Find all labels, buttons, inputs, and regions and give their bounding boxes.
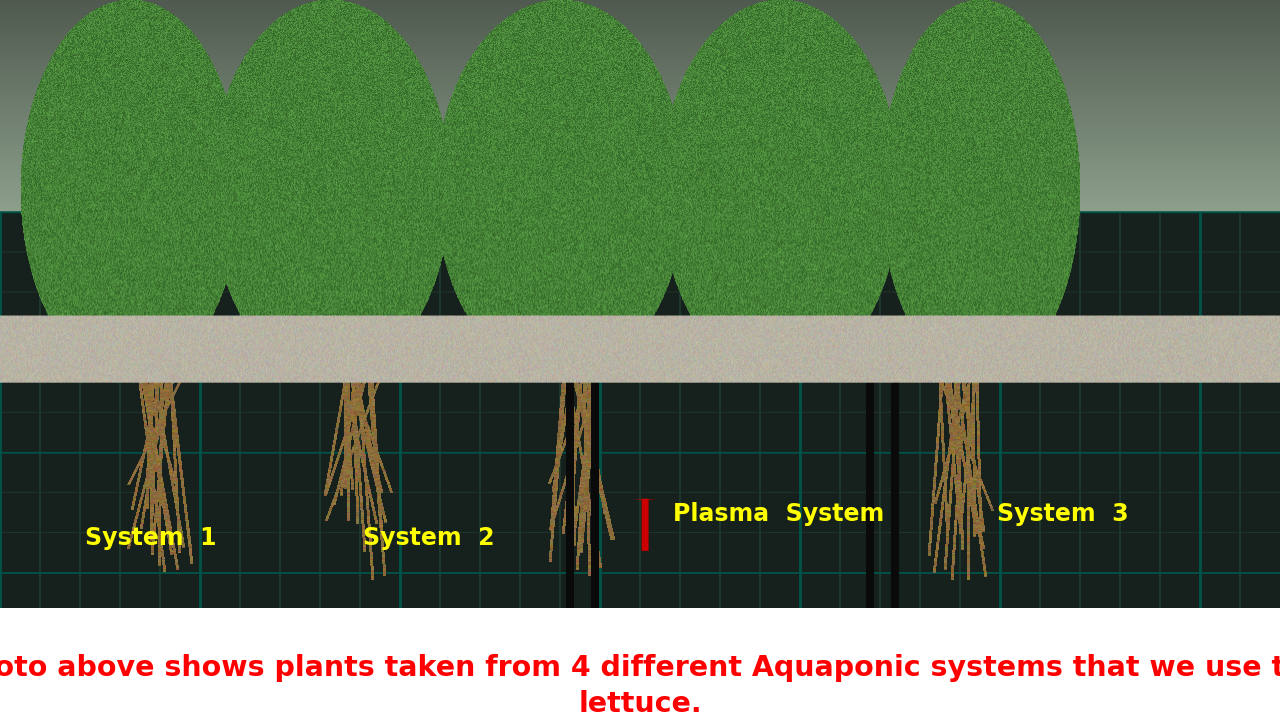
Text: lettuce.: lettuce. <box>579 690 701 718</box>
Text: System  2: System 2 <box>364 526 494 550</box>
Text: System  1: System 1 <box>86 526 216 550</box>
Text: The photo above shows plants taken from 4 different Aquaponic systems that we us: The photo above shows plants taken from … <box>0 654 1280 682</box>
Text: System  3: System 3 <box>997 502 1128 526</box>
Text: Plasma  System: Plasma System <box>673 502 884 526</box>
